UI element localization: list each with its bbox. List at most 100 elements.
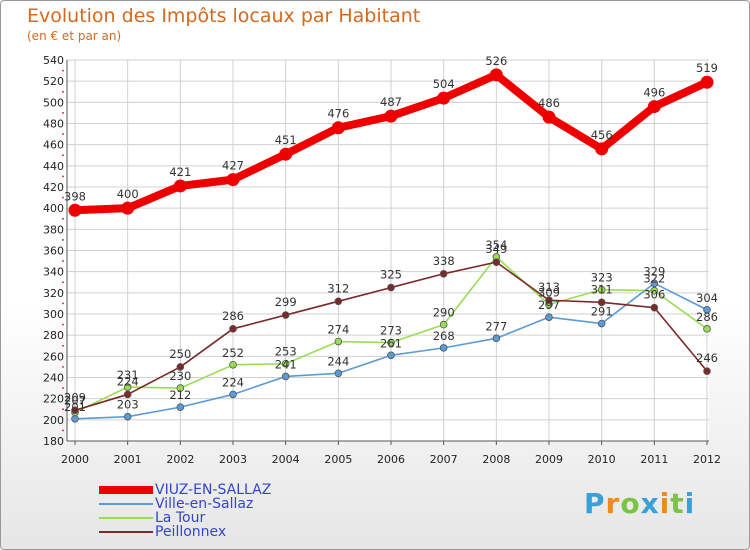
data-label-peillonnex: 299 (275, 295, 297, 309)
data-point-viuz-en-sallaz (68, 203, 82, 217)
y-tick-label: 240 (43, 372, 64, 385)
x-tick-label: 2004 (272, 453, 300, 466)
data-label-viuz-en-sallaz: 486 (538, 96, 560, 110)
y-tick-label: 320 (43, 287, 64, 300)
data-label-ville-en-sallaz: 304 (696, 291, 718, 305)
data-point-peillonnex (71, 406, 79, 415)
data-point-peillonnex (176, 363, 185, 371)
data-point-la-tour (123, 383, 132, 391)
data-label-peillonnex: 338 (433, 254, 455, 268)
y-tick-label: 300 (43, 308, 64, 321)
x-tick-label: 2007 (430, 453, 458, 466)
x-tick-label: 2000 (61, 453, 89, 466)
legend-swatch (99, 503, 153, 505)
data-point-la-tour (176, 384, 185, 392)
y-tick-label: 220 (43, 393, 64, 406)
chart-subtitle: (en € et par an) (27, 29, 122, 43)
data-label-ville-en-sallaz: 261 (380, 336, 402, 350)
data-label-peillonnex: 312 (327, 281, 349, 295)
data-label-peillonnex: 306 (643, 288, 665, 302)
data-label-la-tour: 290 (433, 306, 455, 320)
data-point-la-tour (334, 337, 343, 346)
data-label-ville-en-sallaz: 291 (591, 305, 613, 319)
y-tick-label: 260 (43, 350, 64, 363)
data-label-viuz-en-sallaz: 496 (643, 86, 665, 100)
data-point-viuz-en-sallaz (489, 68, 503, 82)
x-tick-label: 2005 (324, 453, 352, 466)
axes: 180 200 220 240 260 280 300 320 340 360 380 400 420 4… (43, 54, 721, 466)
data-label-ville-en-sallaz: 201 (64, 400, 86, 414)
data-point-ville-en-sallaz (123, 412, 132, 421)
x-tick-label: 2012 (693, 453, 721, 466)
x-tick-label: 2011 (640, 453, 668, 466)
data-point-viuz-en-sallaz (384, 109, 398, 123)
legend-swatch (99, 486, 153, 494)
data-point-la-tour (597, 285, 606, 294)
data-label-la-tour: 252 (222, 346, 244, 360)
data-label-viuz-en-sallaz: 421 (169, 165, 191, 179)
data-point-ville-en-sallaz (703, 305, 711, 314)
data-label-la-tour: 253 (275, 345, 297, 359)
data-point-ville-en-sallaz (650, 279, 659, 288)
data-point-la-tour (650, 286, 659, 295)
data-label-ville-en-sallaz: 224 (222, 375, 244, 389)
data-point-viuz-en-sallaz (331, 121, 345, 135)
series-group (68, 68, 714, 423)
data-point-la-tour (387, 338, 395, 347)
y-tick-label: 400 (43, 202, 64, 215)
data-point-peillonnex (703, 367, 711, 375)
logo-letter: P (584, 487, 606, 520)
logo-letter: x (640, 487, 660, 520)
logo-letter: i (659, 487, 671, 520)
data-point-la-tour (281, 359, 290, 368)
legend-swatch (99, 531, 153, 533)
data-label-viuz-en-sallaz: 427 (222, 159, 244, 173)
data-label-ville-en-sallaz: 203 (117, 398, 139, 412)
data-label-viuz-en-sallaz: 526 (485, 54, 507, 68)
legend-label: La Tour (155, 510, 206, 526)
data-point-peillonnex (123, 390, 132, 399)
data-point-viuz-en-sallaz (700, 75, 714, 89)
data-label-la-tour: 309 (538, 285, 560, 299)
y-tick-label: 440 (43, 160, 64, 173)
y-tick-label: 360 (43, 245, 64, 258)
data-label-viuz-en-sallaz: 476 (327, 107, 349, 121)
data-point-ville-en-sallaz (439, 344, 448, 352)
data-label-ville-en-sallaz: 212 (169, 388, 191, 402)
y-tick-label: 200 (43, 414, 64, 427)
y-tick-label: 340 (43, 266, 64, 279)
legend-label: Ville-en-Sallaz (155, 496, 254, 512)
data-point-peillonnex (597, 298, 606, 307)
logo-letter: t (670, 487, 685, 520)
data-point-ville-en-sallaz (281, 372, 290, 381)
x-tick-label: 2002 (166, 453, 194, 466)
data-label-la-tour: 286 (696, 310, 718, 324)
data-point-viuz-en-sallaz (173, 179, 187, 193)
data-label-la-tour: 207 (64, 393, 86, 407)
data-label-la-tour: 273 (380, 324, 402, 338)
data-label-peillonnex: 311 (591, 282, 613, 296)
data-label-viuz-en-sallaz: 400 (117, 187, 139, 201)
data-point-ville-en-sallaz (492, 334, 501, 343)
data-point-ville-en-sallaz (334, 369, 343, 378)
y-tick-label: 480 (43, 118, 64, 131)
data-label-ville-en-sallaz: 277 (485, 319, 507, 333)
data-point-peillonnex (492, 258, 501, 266)
data-point-peillonnex (229, 325, 237, 333)
proxiti-logo: Proxiti (584, 487, 695, 520)
data-label-viuz-en-sallaz: 487 (380, 95, 402, 109)
data-label-la-tour: 323 (591, 271, 613, 285)
data-point-viuz-en-sallaz (279, 147, 293, 161)
data-point-peillonnex (387, 283, 395, 292)
y-tick-label: 280 (43, 329, 64, 342)
data-point-ville-en-sallaz (597, 319, 606, 328)
data-label-viuz-en-sallaz: 504 (433, 77, 455, 91)
data-point-ville-en-sallaz (387, 351, 395, 360)
logo-letter: r (605, 487, 621, 520)
x-tick-label: 2008 (482, 453, 510, 466)
data-label-peillonnex: 313 (538, 280, 560, 294)
data-label-viuz-en-sallaz: 456 (591, 128, 613, 142)
data-label-ville-en-sallaz: 244 (327, 354, 349, 368)
